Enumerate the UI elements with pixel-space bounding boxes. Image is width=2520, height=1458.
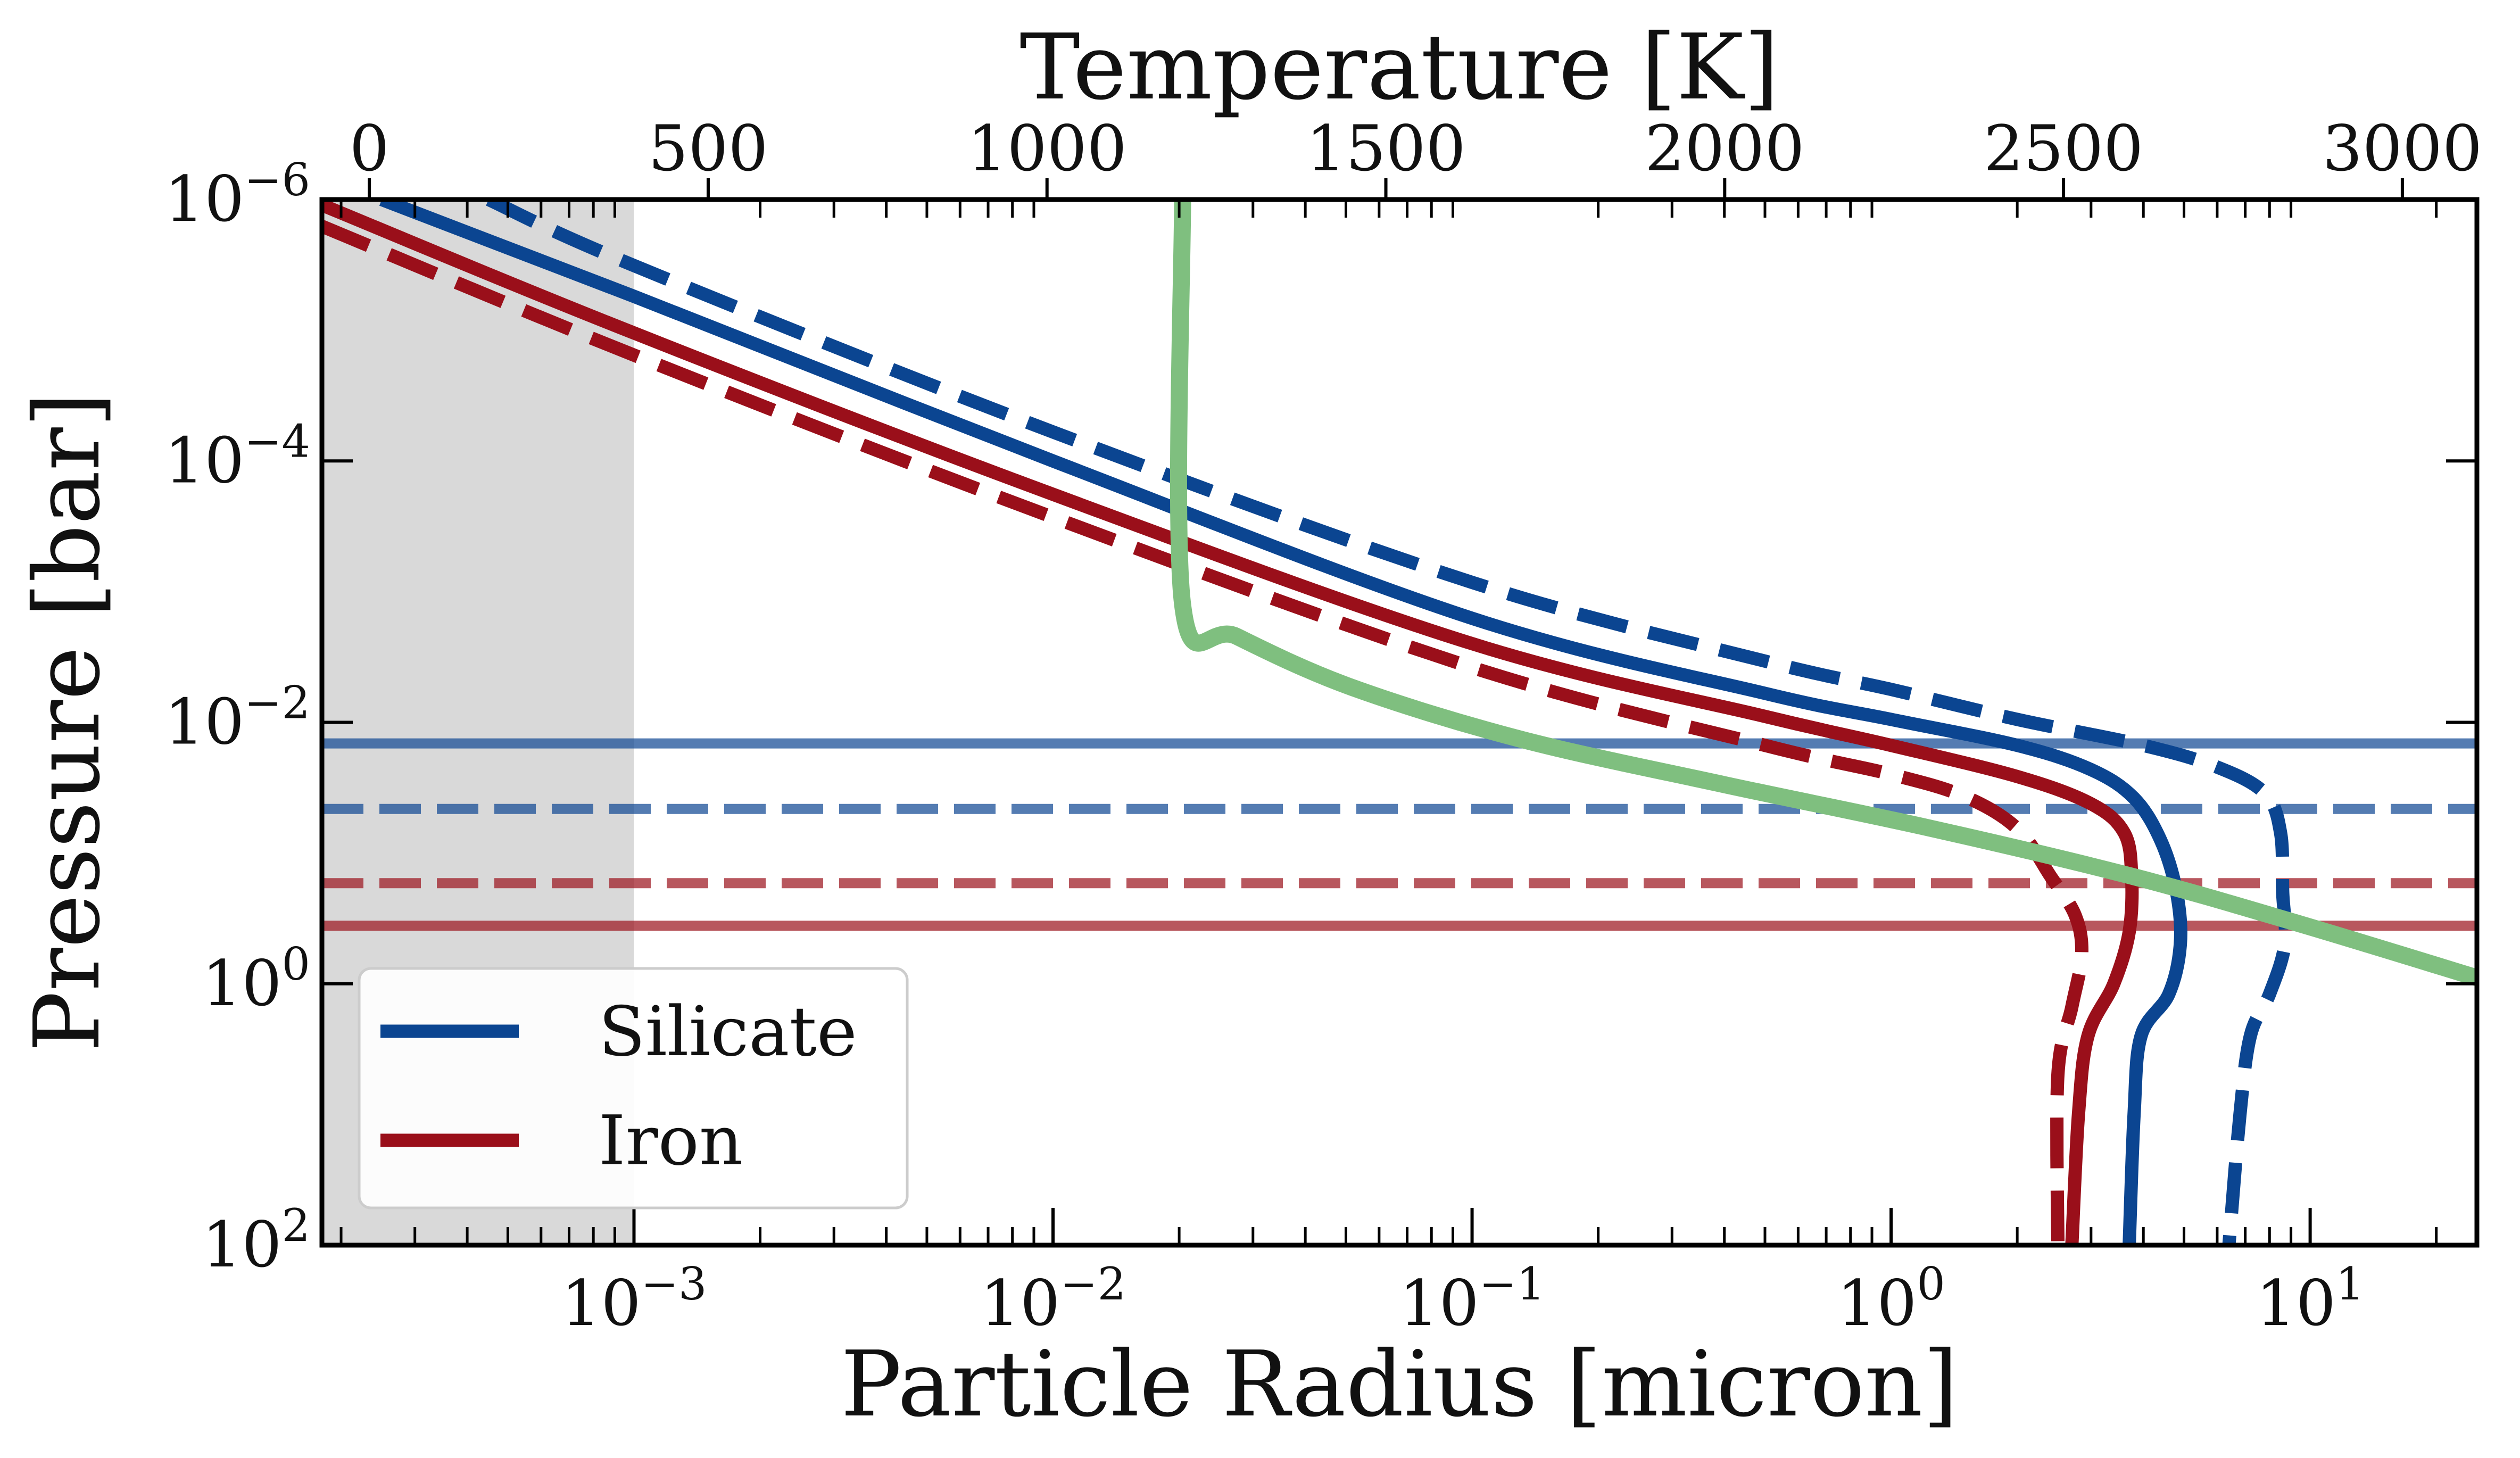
y-tick-label: 100	[202, 938, 310, 1020]
x-top-tick-label: 1500	[1306, 112, 1465, 185]
x-bottom-tick-label: 10−2	[980, 1258, 1126, 1340]
x-top-tick-label: 2500	[1984, 112, 2143, 185]
series-line-silicate-solid	[379, 200, 2187, 1245]
x-bottom-tick-label-exponent: 1	[2336, 1258, 2364, 1310]
x-bottom-tick-label-base: 10	[1837, 1266, 1917, 1340]
x-bottom-axis-title: Particle Radius [micron]	[841, 1332, 1958, 1437]
y-tick-label-base: 10	[202, 947, 281, 1020]
legend: Silicate Iron	[358, 967, 909, 1210]
x-top-tick-label: 500	[648, 112, 768, 185]
legend-label: Iron	[599, 1101, 743, 1181]
x-bottom-tick-label: 10−3	[561, 1258, 707, 1340]
y-tick-label: 10−4	[164, 415, 310, 497]
y-tick-label-base: 10	[164, 685, 244, 759]
x-bottom-tick-label-exponent: 0	[1917, 1258, 1945, 1310]
ticks-group	[322, 178, 2477, 1247]
x-bottom-tick-label-base: 10	[1399, 1266, 1479, 1340]
y-tick-label-base: 10	[164, 424, 244, 497]
x-top-axis-title: Temperature [K]	[1019, 15, 1779, 120]
x-bottom-tick-label-exponent: −1	[1479, 1258, 1545, 1310]
x-top-tick-label: 0	[350, 112, 389, 185]
y-tick-label-base: 10	[164, 162, 244, 236]
x-bottom-tick-label-base: 10	[561, 1266, 641, 1340]
y-tick-label-base: 10	[202, 1208, 281, 1281]
x-bottom-tick-label-base: 10	[980, 1266, 1060, 1340]
y-tick-label-exponent: −4	[244, 415, 310, 467]
y-tick-label: 10−2	[164, 677, 310, 759]
y-tick-label: 102	[202, 1199, 310, 1281]
x-top-tick-label: 1000	[967, 112, 1127, 185]
series-line-silicate-dashed	[486, 200, 2292, 1245]
x-bottom-tick-label: 100	[1837, 1258, 1945, 1340]
x-bottom-tick-label-base: 10	[2256, 1266, 2336, 1340]
y-axis-title: Pressure [bar]	[15, 392, 120, 1052]
x-bottom-tick-label: 101	[2256, 1258, 2365, 1340]
series-line-iron-solid	[322, 200, 2139, 1245]
x-bottom-tick-label: 10−1	[1399, 1258, 1545, 1340]
series-line-temperature-profile	[1170, 200, 2477, 986]
y-tick-label-exponent: −2	[244, 677, 310, 729]
y-tick-label-exponent: 2	[282, 1199, 310, 1252]
y-tick-label: 10−6	[164, 154, 310, 236]
series-line-iron-dashed	[322, 220, 2088, 1245]
y-tick-label-exponent: −6	[244, 154, 310, 206]
x-top-tick-label: 2000	[1645, 112, 1804, 185]
legend-label: Silicate	[599, 992, 857, 1072]
y-tick-label-exponent: 0	[282, 938, 310, 990]
x-bottom-tick-label-exponent: −3	[641, 1258, 707, 1310]
x-top-tick-label: 3000	[2323, 112, 2482, 185]
x-bottom-tick-label-exponent: −2	[1060, 1258, 1126, 1310]
